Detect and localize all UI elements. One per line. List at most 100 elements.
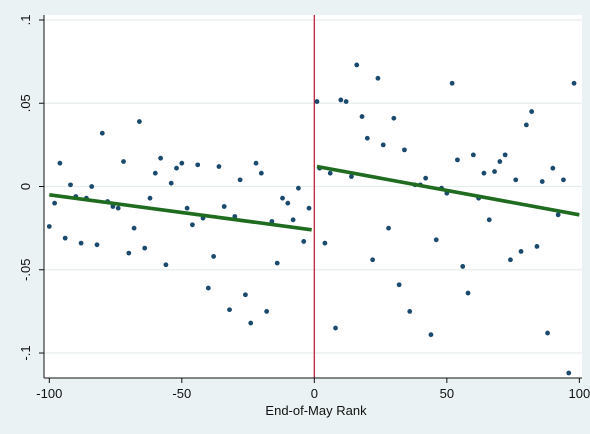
data-point <box>534 244 540 249</box>
data-point <box>561 177 566 183</box>
y-tick-label: .05 <box>18 94 33 112</box>
data-point <box>68 182 73 188</box>
data-point <box>152 170 158 176</box>
data-point <box>455 157 460 163</box>
data-point <box>205 285 211 291</box>
data-point <box>78 240 84 246</box>
data-point <box>184 205 190 211</box>
plot-area <box>44 15 582 378</box>
data-point <box>221 204 227 209</box>
data-point <box>306 205 312 211</box>
data-point <box>529 109 535 114</box>
data-point <box>147 195 153 201</box>
data-point <box>57 160 63 166</box>
data-point <box>285 200 291 206</box>
fit-line-right <box>316 164 580 217</box>
data-point <box>163 262 169 268</box>
data-point <box>550 165 556 171</box>
data-point <box>280 195 285 201</box>
data-point <box>571 80 577 86</box>
data-point <box>296 185 301 191</box>
data-point <box>407 308 413 314</box>
data-point <box>258 170 264 176</box>
data-point <box>449 80 455 86</box>
data-point <box>190 222 195 228</box>
data-point <box>195 162 201 168</box>
data-point <box>539 179 545 184</box>
data-point <box>227 307 232 313</box>
data-point <box>359 114 365 119</box>
data-point <box>179 160 185 166</box>
data-point <box>216 164 222 169</box>
data-point <box>502 152 508 158</box>
data-point <box>94 242 100 248</box>
data-point <box>486 217 492 223</box>
data-point <box>428 332 434 338</box>
data-point <box>314 99 320 104</box>
data-point <box>375 75 381 81</box>
data-point <box>518 249 524 254</box>
fit-line-left <box>49 193 312 232</box>
data-point <box>327 170 333 176</box>
grid-lines <box>44 19 582 354</box>
data-point <box>423 175 429 181</box>
data-point <box>523 122 529 128</box>
data-point <box>349 174 354 179</box>
data-point <box>89 184 95 189</box>
data-point <box>158 155 164 161</box>
data-point <box>555 212 561 218</box>
x-tick-label: -50 <box>172 386 191 401</box>
x-axis-title: End-of-May Rank <box>265 403 367 418</box>
data-point <box>46 224 52 229</box>
data-point <box>343 99 349 104</box>
data-point <box>253 160 259 166</box>
data-point <box>470 152 476 158</box>
data-point <box>364 135 370 141</box>
data-point <box>131 225 137 231</box>
data-point <box>460 264 466 269</box>
data-point <box>322 240 328 246</box>
data-point <box>566 370 572 376</box>
data-point <box>380 142 386 148</box>
plot-background <box>44 15 582 378</box>
data-point <box>370 257 376 263</box>
y-tick-label: .1 <box>18 15 33 26</box>
data-point <box>354 62 360 68</box>
data-point <box>396 282 402 288</box>
data-point <box>492 169 497 174</box>
data-point <box>433 237 439 243</box>
data-point <box>333 325 338 331</box>
data-point <box>402 147 407 153</box>
data-points <box>46 62 577 376</box>
data-point <box>137 119 142 124</box>
x-tick-label: 100 <box>568 386 590 401</box>
data-point <box>243 292 248 298</box>
data-point <box>99 130 105 136</box>
fit-lines <box>49 164 580 232</box>
x-tick-label: 0 <box>311 386 318 401</box>
data-point <box>248 320 254 326</box>
data-point <box>391 115 397 121</box>
data-point <box>301 239 307 244</box>
y-tick-label: 0 <box>18 183 33 190</box>
data-point <box>513 177 519 183</box>
data-point <box>126 250 132 256</box>
data-point <box>121 159 126 164</box>
data-point <box>497 159 503 164</box>
y-tick-label: -.1 <box>18 345 33 360</box>
data-point <box>174 165 179 171</box>
y-tick-label: -.05 <box>18 259 33 281</box>
data-point <box>110 204 116 209</box>
data-point <box>465 290 471 296</box>
data-point <box>237 177 243 183</box>
data-point <box>52 200 58 206</box>
data-point <box>211 254 217 259</box>
data-point <box>115 205 121 211</box>
data-point <box>290 217 296 223</box>
data-point <box>62 235 68 241</box>
data-point <box>338 97 344 103</box>
data-point <box>386 225 391 231</box>
data-point <box>545 330 550 336</box>
x-tick-label: -100 <box>36 386 62 401</box>
